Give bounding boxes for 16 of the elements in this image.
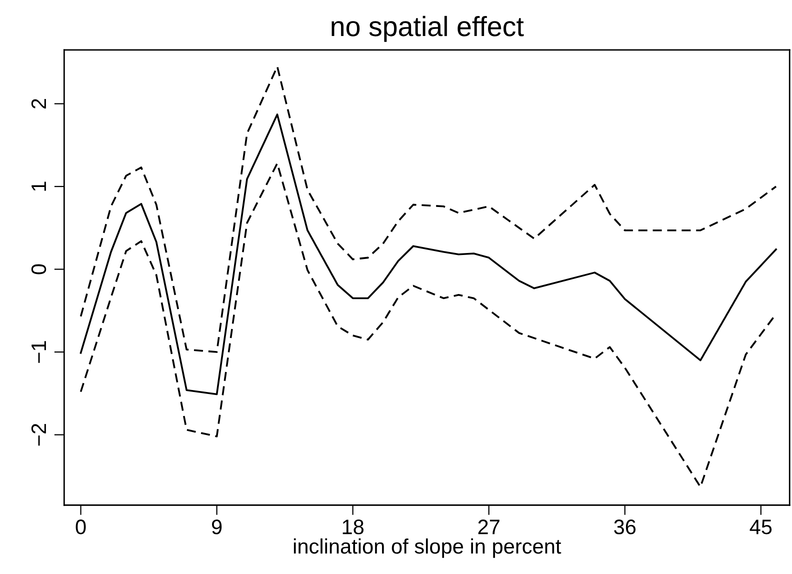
- y-tick-label: −1: [32, 341, 46, 363]
- x-tick-label: 0: [76, 520, 86, 534]
- y-tick-label: 0: [31, 264, 46, 274]
- x-tick-label: 18: [342, 520, 364, 534]
- x-axis-title: inclination of slope in percent: [294, 538, 562, 558]
- chart-title: no spatial effect: [332, 16, 524, 42]
- x-tick-label: 36: [614, 520, 636, 534]
- y-tick-label: −2: [31, 424, 46, 446]
- line-series: [80, 162, 777, 488]
- x-tick-label: 45: [750, 520, 772, 534]
- line-series: [80, 66, 777, 353]
- line-series: [80, 114, 777, 396]
- y-tick-label: 1: [32, 182, 46, 191]
- y-tick-label: 2: [31, 98, 46, 108]
- x-tick-label: 9: [212, 520, 222, 534]
- x-tick-label: 27: [478, 520, 500, 534]
